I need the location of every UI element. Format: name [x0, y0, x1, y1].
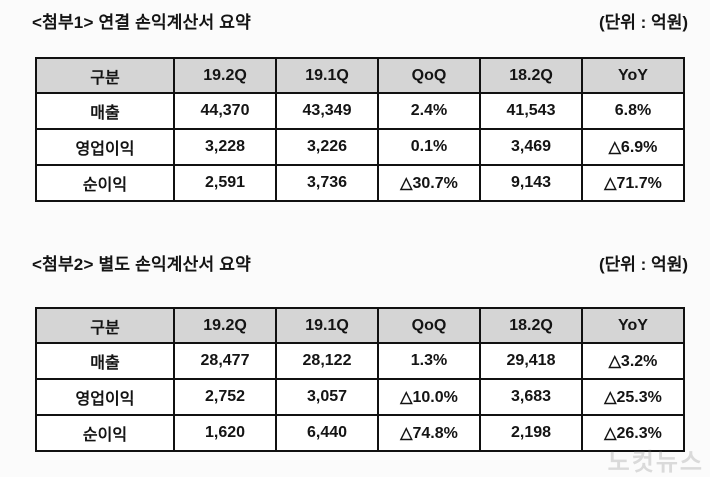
table-row: 매출 28,477 28,122 1.3% 29,418 △3.2%: [35, 342, 685, 380]
cell-value: 3,736: [275, 164, 379, 202]
table-header-row: 구분 19.2Q 19.1Q QoQ 18.2Q YoY: [35, 307, 685, 344]
header-cell-19-2q: 19.2Q: [173, 57, 277, 94]
cell-value: 6.8%: [581, 92, 685, 130]
table-row: 순이익 1,620 6,440 △74.8% 2,198 △26.3%: [35, 414, 685, 452]
header-cell-gubun: 구분: [35, 307, 175, 344]
table-row: 영업이익 2,752 3,057 △10.0% 3,683 △25.3%: [35, 378, 685, 416]
cell-value: 3,228: [173, 128, 277, 166]
header-cell-yoy: YoY: [581, 307, 685, 344]
row-label: 순이익: [35, 414, 175, 452]
cell-value: △3.2%: [581, 342, 685, 380]
row-label: 영업이익: [35, 128, 175, 166]
header-cell-yoy: YoY: [581, 57, 685, 94]
section2-title: <첨부2> 별도 손익계산서 요약: [32, 255, 251, 274]
cell-value: △30.7%: [377, 164, 481, 202]
cell-value: 44,370: [173, 92, 277, 130]
header-cell-qoq: QoQ: [377, 57, 481, 94]
cell-value: 29,418: [479, 342, 583, 380]
cell-value: 3,226: [275, 128, 379, 166]
cell-value: 2,591: [173, 164, 277, 202]
table-header-row: 구분 19.2Q 19.1Q QoQ 18.2Q YoY: [35, 57, 685, 94]
cell-value: 2,752: [173, 378, 277, 416]
table-row: 영업이익 3,228 3,226 0.1% 3,469 △6.9%: [35, 128, 685, 166]
cell-value: 2.4%: [377, 92, 481, 130]
cell-value: △25.3%: [581, 378, 685, 416]
cell-value: △74.8%: [377, 414, 481, 452]
cell-value: 9,143: [479, 164, 583, 202]
cell-value: 28,122: [275, 342, 379, 380]
cell-value: △71.7%: [581, 164, 685, 202]
cell-value: 1,620: [173, 414, 277, 452]
row-label: 매출: [35, 92, 175, 130]
cell-value: 0.1%: [377, 128, 481, 166]
cell-value: 6,440: [275, 414, 379, 452]
section1-title: <첨부1> 연결 손익계산서 요약: [32, 13, 251, 32]
cell-value: △10.0%: [377, 378, 481, 416]
cell-value: 28,477: [173, 342, 277, 380]
header-cell-18-2q: 18.2Q: [479, 307, 583, 344]
header-cell-qoq: QoQ: [377, 307, 481, 344]
cell-value: 3,057: [275, 378, 379, 416]
cell-value: △26.3%: [581, 414, 685, 452]
separate-income-table: 구분 19.2Q 19.1Q QoQ 18.2Q YoY 매출 28,477 2…: [35, 307, 685, 452]
cell-value: △6.9%: [581, 128, 685, 166]
cell-value: 41,543: [479, 92, 583, 130]
header-cell-19-1q: 19.1Q: [275, 307, 379, 344]
section2-unit-label: (단위 : 억원): [599, 255, 688, 274]
cell-value: 3,469: [479, 128, 583, 166]
table-row: 순이익 2,591 3,736 △30.7% 9,143 △71.7%: [35, 164, 685, 202]
row-label: 순이익: [35, 164, 175, 202]
section1-unit-label: (단위 : 억원): [599, 13, 688, 32]
row-label: 매출: [35, 342, 175, 380]
cell-value: 2,198: [479, 414, 583, 452]
table-row: 매출 44,370 43,349 2.4% 41,543 6.8%: [35, 92, 685, 130]
header-cell-19-1q: 19.1Q: [275, 57, 379, 94]
cell-value: 3,683: [479, 378, 583, 416]
header-cell-18-2q: 18.2Q: [479, 57, 583, 94]
header-cell-19-2q: 19.2Q: [173, 307, 277, 344]
consolidated-income-table: 구분 19.2Q 19.1Q QoQ 18.2Q YoY 매출 44,370 4…: [35, 57, 685, 202]
cell-value: 43,349: [275, 92, 379, 130]
row-label: 영업이익: [35, 378, 175, 416]
cell-value: 1.3%: [377, 342, 481, 380]
header-cell-gubun: 구분: [35, 57, 175, 94]
